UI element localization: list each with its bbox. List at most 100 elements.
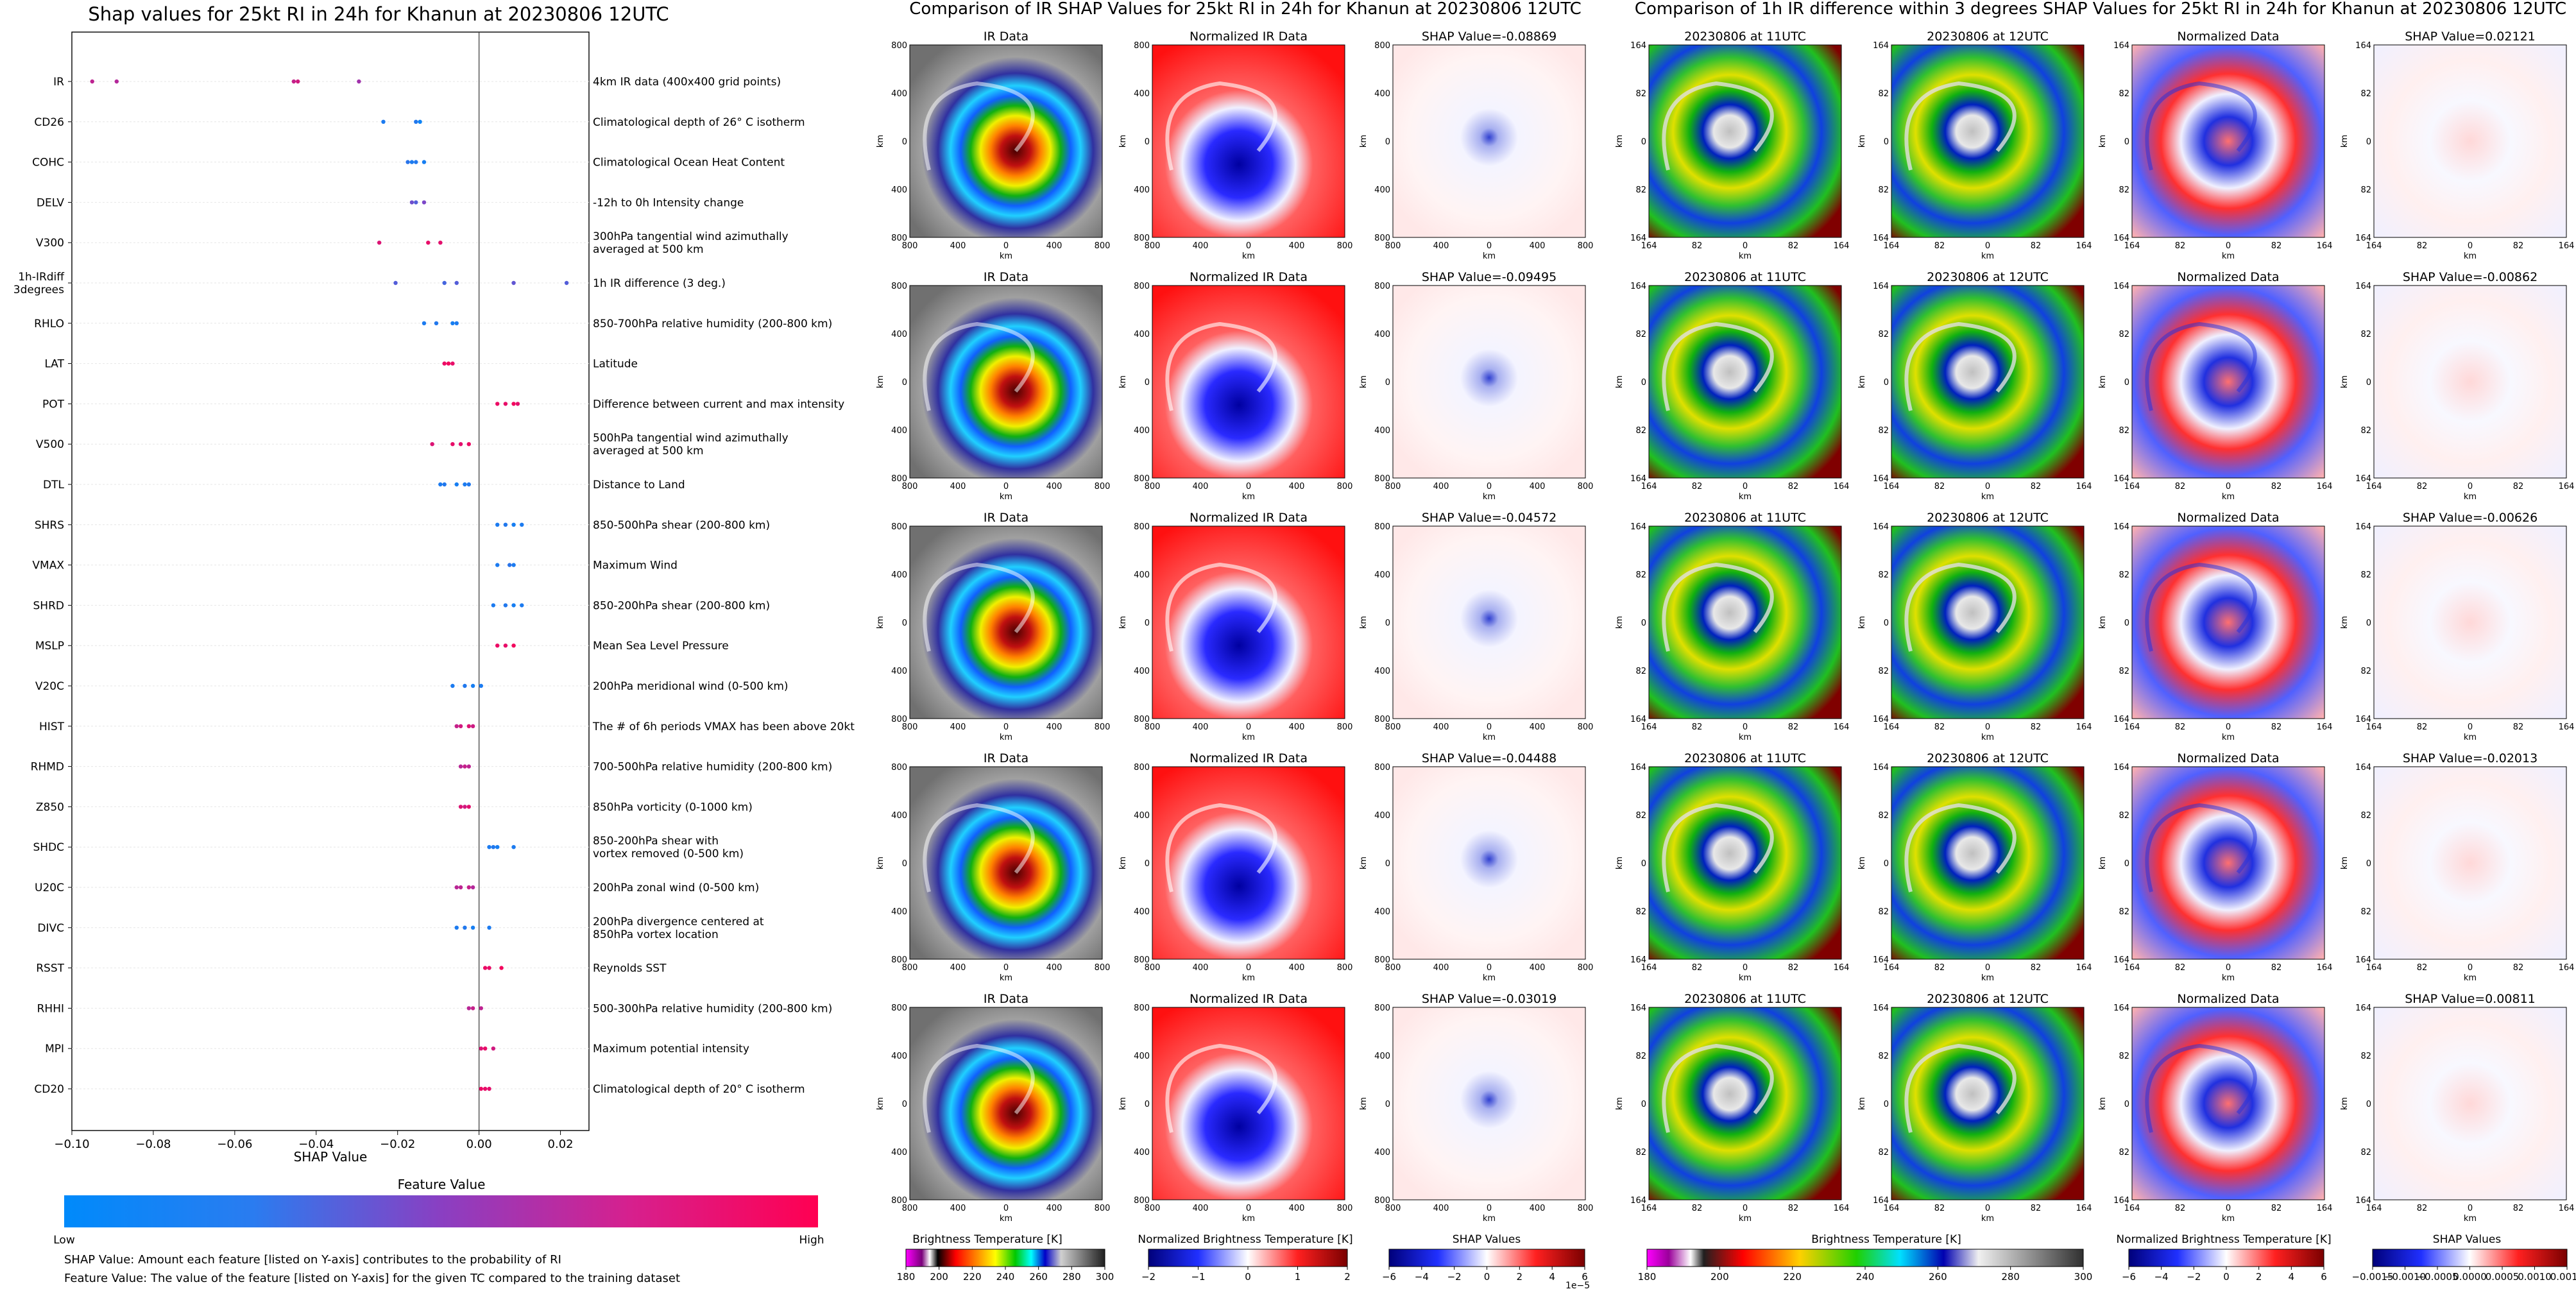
cbar-tick-label: −6 — [2122, 1271, 2136, 1283]
x-tick-label: 82 — [1934, 722, 1945, 732]
x-tick-label: 0 — [1003, 722, 1009, 732]
x-axis-label: km — [1000, 252, 1012, 261]
feature-description: Climatological Ocean Heat Content — [593, 157, 785, 169]
cbar-tick-label: −0.0005 — [2416, 1271, 2458, 1283]
x-axis-label: km — [1000, 733, 1012, 742]
y-tick-label: 400 — [1134, 907, 1150, 917]
feature-description-line: averaged at 500 km — [593, 243, 704, 256]
image-panel: 20230806 at 12UTC1641648282008282164164k… — [1857, 270, 2092, 502]
shap-point — [458, 764, 463, 769]
y-tick-label: 164 — [2113, 1003, 2129, 1013]
y-axis-label: km — [876, 616, 885, 629]
x-tick-label: 82 — [2271, 1204, 2282, 1213]
feature-description-line: 850-500hPa shear (200-800 km) — [593, 519, 770, 532]
x-tick-label: 400 — [1046, 482, 1062, 491]
feature-description: 4km IR data (400x400 grid points) — [593, 76, 781, 89]
panel-image — [909, 44, 1103, 238]
feature-description-line: Reynolds SST — [593, 962, 667, 975]
x-axis-label: km — [1981, 973, 1994, 983]
image-panel: SHAP Value=-0.03019800800400400004004008… — [1359, 992, 1593, 1224]
x-tick-label: 400 — [1433, 1204, 1449, 1213]
y-tick-label: 82 — [1635, 1148, 1646, 1157]
y-tick-label: 800 — [1134, 1196, 1150, 1206]
x-axis-label: km — [2222, 733, 2235, 742]
image-panel: SHAP Value=-0.09495800800400400004004008… — [1359, 270, 1593, 502]
feature-description-line: 500hPa tangential wind azimuthally — [593, 432, 789, 445]
x-tick-label: 800 — [1385, 1204, 1401, 1213]
y-tick-label: 164 — [1630, 715, 1646, 724]
cbar-tick-label: −1 — [1191, 1271, 1205, 1283]
cbar-tick-label: −2 — [2187, 1271, 2201, 1283]
x-tick-label: 800 — [1145, 1204, 1161, 1213]
shap-point — [495, 563, 500, 567]
feature-name: CD20 — [34, 1083, 64, 1096]
feature-description: 300hPa tangential wind azimuthally averag… — [593, 230, 789, 256]
panel-image — [2131, 44, 2325, 238]
y-tick-label: 82 — [1635, 185, 1646, 195]
feature-description: 850-200hPa shear with vortex removed (0-5… — [593, 835, 744, 860]
x-axis-label: km — [1483, 973, 1496, 983]
y-tick-label: 82 — [2360, 1148, 2371, 1157]
x-tick-label: 0 — [1985, 241, 1990, 251]
feature-name-line: CD20 — [34, 1083, 64, 1096]
spiral-band — [923, 321, 1035, 411]
feature-description-line: 4km IR data (400x400 grid points) — [593, 76, 781, 89]
x-tick-label: 800 — [1578, 482, 1594, 491]
x-tick-label: 0 — [1003, 482, 1009, 491]
panel-image — [1648, 525, 1842, 719]
shap-point — [511, 644, 516, 648]
feature-name: CD26 — [34, 116, 64, 129]
y-axis-label: km — [1857, 135, 1867, 148]
shap-point — [414, 160, 418, 164]
x-tick-label: 82 — [2031, 241, 2042, 251]
x-tick-label: 400 — [1289, 722, 1305, 732]
x-tick-label: 164 — [2366, 1204, 2382, 1213]
cbar-shap — [1388, 1249, 1585, 1267]
x-tick-label: 82 — [1788, 241, 1799, 251]
y-tick-label: 164 — [1630, 522, 1646, 532]
y-tick-label: 0 — [902, 859, 907, 869]
image-panel: SHAP Value=-0.04572800800400400004004008… — [1359, 511, 1593, 742]
ir-colorbars: Brightness Temperature [K] Normalized Br… — [897, 1233, 1590, 1289]
x-tick-label: 82 — [2031, 482, 2042, 491]
y-tick-label: 164 — [2355, 955, 2371, 965]
y-tick-label: 82 — [1878, 330, 1889, 339]
x-tick-label: 0 — [2468, 963, 2473, 973]
cbar-tick-label: 0 — [1484, 1271, 1490, 1283]
cbar-tick-label: 2 — [1344, 1271, 1351, 1283]
x-tick-label: 0 — [2226, 482, 2231, 491]
x-tick-label: 800 — [1095, 482, 1111, 491]
y-tick-label: 0 — [1884, 378, 1889, 388]
y-tick-label: 164 — [1873, 474, 1889, 484]
shap-point — [487, 925, 491, 930]
x-tick-label: 0 — [1003, 963, 1009, 973]
panel-image — [1152, 285, 1345, 479]
y-tick-label: 164 — [2355, 234, 2371, 243]
y-axis-label: km — [1857, 857, 1867, 869]
shap-point — [470, 683, 475, 688]
feature-name: RSST — [36, 962, 64, 975]
y-tick-label: 82 — [2119, 1148, 2129, 1157]
feature-gridlines — [68, 81, 589, 1089]
shap-point — [511, 402, 516, 406]
shap-point — [495, 402, 500, 406]
feature-name-line: SHRD — [33, 599, 64, 612]
shap-point — [296, 79, 300, 84]
x-tick-label: 400 — [1433, 963, 1449, 973]
x-tick-label: 800 — [1385, 722, 1401, 732]
y-tick-label: 164 — [1873, 955, 1889, 965]
x-axis-label: km — [1739, 1214, 1752, 1224]
spiral-band — [1662, 1043, 1774, 1133]
y-axis-label: km — [1359, 616, 1369, 629]
feature-name: V500 — [36, 438, 64, 451]
x-tick-label: 800 — [1337, 722, 1353, 732]
y-tick-label: 82 — [1878, 426, 1889, 436]
spiral-band — [1165, 562, 1277, 652]
cbar-tick-label: −0.0015 — [2351, 1271, 2393, 1283]
y-tick-label: 82 — [1635, 1052, 1646, 1061]
spiral-band — [2145, 562, 2257, 652]
feature-description: Maximum potential intensity — [593, 1043, 749, 1055]
x-tick-label: −0.02 — [380, 1138, 415, 1151]
